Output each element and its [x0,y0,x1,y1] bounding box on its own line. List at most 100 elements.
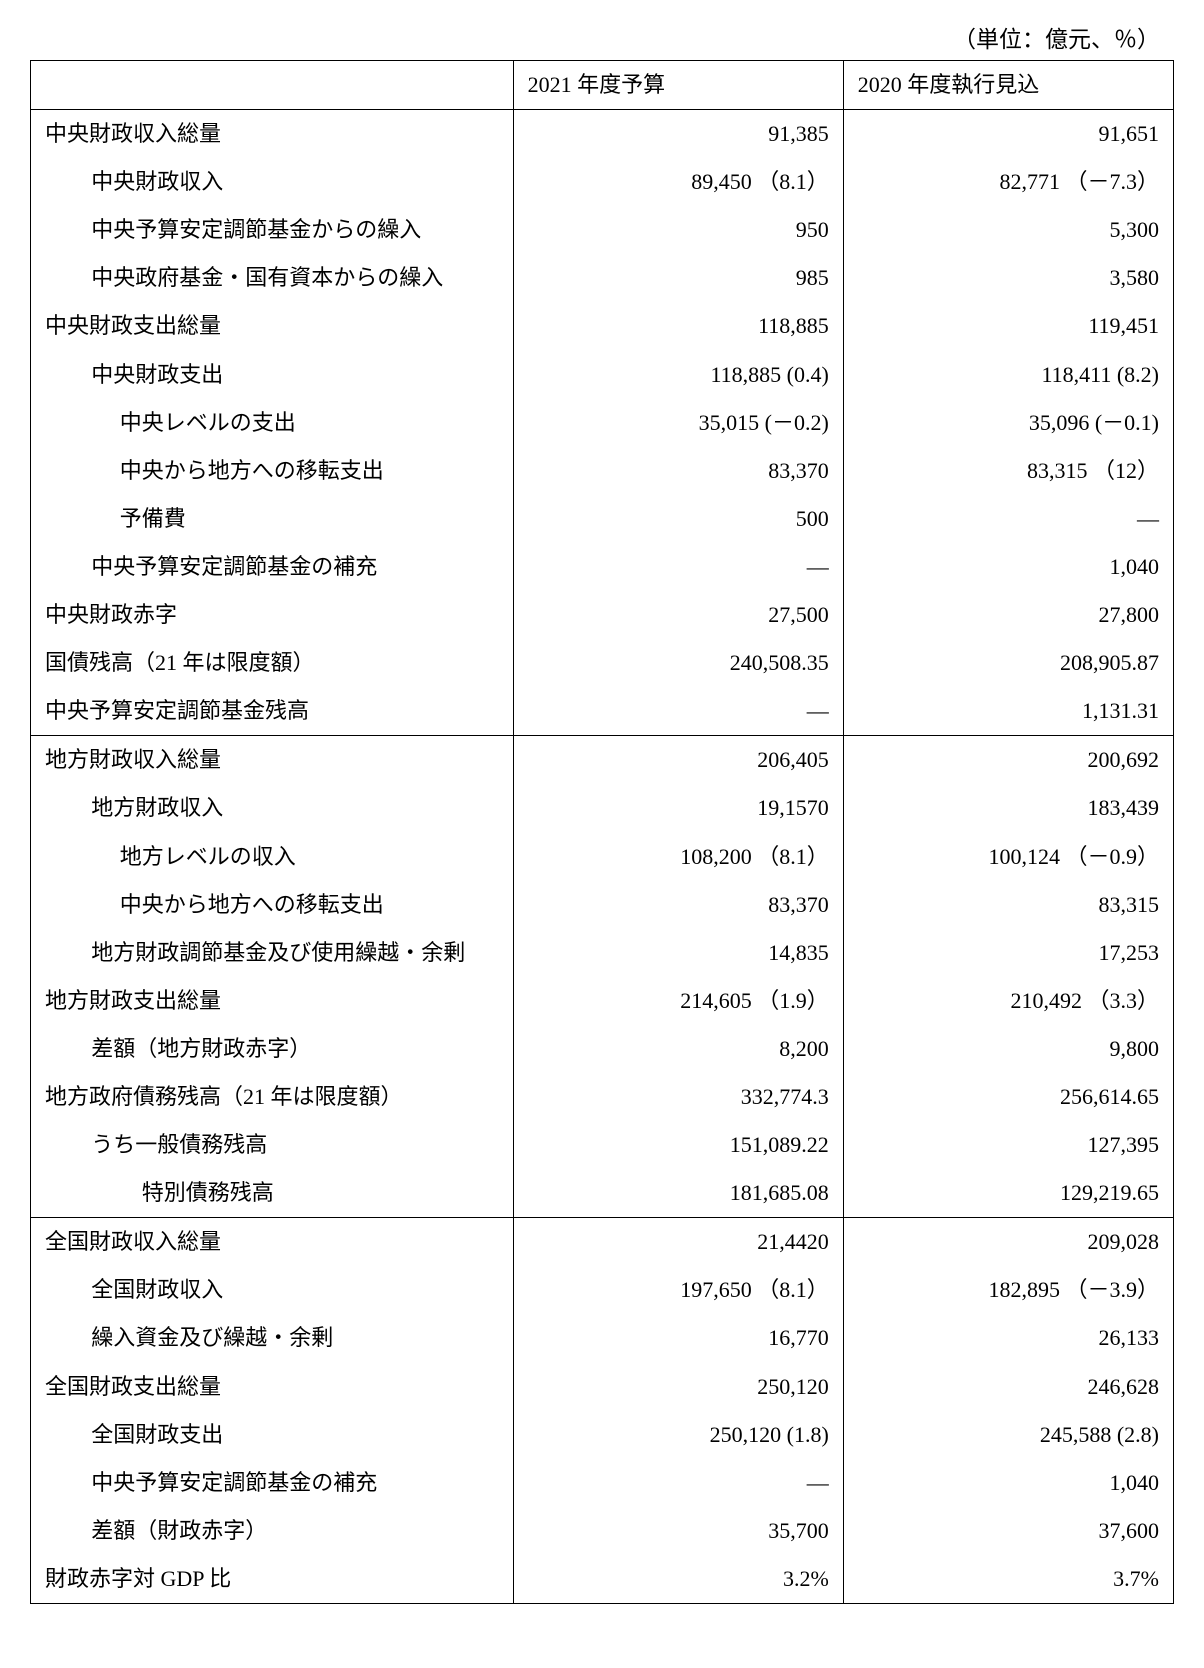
table-header-row: 2021 年度予算 2020 年度執行見込 [31,61,1174,110]
row-label: 地方財政収入総量 [31,736,514,785]
row-label-text: 中央予算安定調節基金残高 [45,694,309,728]
row-label: 国債残高（21 年は限度額） [31,639,514,687]
table-row: 中央予算安定調節基金の補充―1,040 [31,1459,1174,1507]
row-value-2021: 21,4420 [513,1218,843,1267]
row-label: 中央財政赤字 [31,591,514,639]
row-value-2020: 210,492 （3.3） [843,977,1173,1025]
row-value-2021: ― [513,687,843,736]
row-value-2020: 91,651 [843,110,1173,159]
row-value-2020: 26,133 [843,1314,1173,1362]
table-row: 地方財政支出総量214,605 （1.9）210,492 （3.3） [31,977,1174,1025]
row-value-2021: 118,885 [513,302,843,350]
row-label-text: 中央予算安定調節基金の補充 [45,550,377,584]
table-row: 中央レベルの支出35,015 (－0.2)35,096 (－0.1) [31,399,1174,447]
table-row: 中央財政支出総量 118,885119,451 [31,302,1174,350]
table-row: 地方財政収入19,1570183,439 [31,784,1174,832]
row-label-text: 地方政府債務残高（21 年は限度額） [45,1080,403,1114]
row-value-2020: ― [843,495,1173,543]
row-value-2020: 1,131.31 [843,687,1173,736]
row-label: 中央予算安定調節基金の補充 [31,1459,514,1507]
row-value-2021: 108,200 （8.1） [513,833,843,881]
row-label: 予備費 [31,495,514,543]
row-label: 中央から地方への移転支出 [31,881,514,929]
table-row: 中央政府基金・国有資本からの繰入 9853,580 [31,254,1174,302]
row-label-text: 差額（財政赤字） [45,1514,267,1548]
row-value-2020: 37,600 [843,1507,1173,1555]
row-value-2020: 200,692 [843,736,1173,785]
table-row: 中央財政支出118,885 (0.4)118,411 (8.2) [31,351,1174,399]
row-value-2021: 91,385 [513,110,843,159]
row-value-2020: 127,395 [843,1121,1173,1169]
row-label-text: 地方レベルの収入 [45,840,296,874]
table-row: 全国財政支出250,120 (1.8)245,588 (2.8) [31,1411,1174,1459]
row-value-2021: 19,1570 [513,784,843,832]
row-value-2020: 5,300 [843,206,1173,254]
row-value-2020: 27,800 [843,591,1173,639]
row-label-text: 地方財政収入総量 [45,743,221,777]
row-value-2021: 8,200 [513,1025,843,1073]
row-value-2020: 3,580 [843,254,1173,302]
row-value-2020: 256,614.65 [843,1073,1173,1121]
row-label: 中央財政支出 [31,351,514,399]
row-label-text: 中央から地方への移転支出 [45,454,384,488]
table-row: 中央から地方への移転支出83,37083,315 （12） [31,447,1174,495]
row-label-text: 全国財政支出 [45,1418,223,1452]
row-label: 全国財政収入 [31,1266,514,1314]
row-label-text: 中央政府基金・国有資本からの繰入 [45,261,443,295]
row-value-2021: 181,685.08 [513,1169,843,1218]
row-value-2021: 83,370 [513,447,843,495]
row-value-2021: 16,770 [513,1314,843,1362]
row-value-2021: 83,370 [513,881,843,929]
row-value-2021: 3.2% [513,1555,843,1604]
row-value-2021: 250,120 [513,1363,843,1411]
row-label-text: 地方財政調節基金及び使用繰越・余剰 [45,936,465,970]
row-label-text: 差額（地方財政赤字） [45,1032,311,1066]
row-label-text: 全国財政支出総量 [45,1370,221,1404]
row-label: 地方財政調節基金及び使用繰越・余剰 [31,929,514,977]
row-label-text: うち一般債務残高 [45,1128,267,1162]
row-label: 中央財政収入 [31,158,514,206]
table-row: 中央予算安定調節基金残高 ―1,131.31 [31,687,1174,736]
row-label-text: 中央予算安定調節基金の補充 [45,1466,377,1500]
table-row: 全国財政支出総量250,120246,628 [31,1363,1174,1411]
table-row: 地方政府債務残高（21 年は限度額）332,774.3256,614.65 [31,1073,1174,1121]
row-label-text: 全国財政収入 [45,1273,223,1307]
row-value-2021: 250,120 (1.8) [513,1411,843,1459]
row-value-2020: 100,124 （－0.9） [843,833,1173,881]
row-value-2021: 27,500 [513,591,843,639]
unit-label: （単位：億元、％） [30,20,1174,54]
table-row: 全国財政収入総量21,4420209,028 [31,1218,1174,1267]
row-label: 差額（財政赤字） [31,1507,514,1555]
row-value-2021: 151,089.22 [513,1121,843,1169]
table-row: 繰入資金及び繰越・余剰16,77026,133 [31,1314,1174,1362]
row-label-text: 中央レベルの支出 [45,406,296,440]
row-label: 中央予算安定調節基金残高 [31,687,514,736]
row-label-text: 中央財政収入 [45,165,223,199]
row-label-text: 中央財政支出 [45,358,223,392]
row-value-2021: 214,605 （1.9） [513,977,843,1025]
row-label-text: 中央予算安定調節基金からの繰入 [45,213,421,247]
row-value-2021: 985 [513,254,843,302]
row-value-2021: 206,405 [513,736,843,785]
row-value-2020: 1,040 [843,543,1173,591]
row-label: 特別債務残高 [31,1169,514,1218]
row-value-2020: 3.7% [843,1555,1173,1604]
row-value-2020: 209,028 [843,1218,1173,1267]
row-value-2020: 182,895 （－3.9） [843,1266,1173,1314]
table-row: 中央財政収入89,450 （8.1）82,771 （－7.3） [31,158,1174,206]
row-value-2020: 183,439 [843,784,1173,832]
table-row: 地方財政調節基金及び使用繰越・余剰14,83517,253 [31,929,1174,977]
row-label: 地方レベルの収入 [31,833,514,881]
row-value-2021: 35,015 (－0.2) [513,399,843,447]
row-label-text: 特別債務残高 [45,1176,274,1210]
row-value-2020: 119,451 [843,302,1173,350]
row-value-2020: 83,315 [843,881,1173,929]
table-row: 地方財政収入総量 206,405200,692 [31,736,1174,785]
row-label: 中央政府基金・国有資本からの繰入 [31,254,514,302]
row-label-text: 中央財政赤字 [45,598,177,632]
row-label: 中央レベルの支出 [31,399,514,447]
table-row: 中央財政赤字 27,50027,800 [31,591,1174,639]
row-value-2020: 82,771 （－7.3） [843,158,1173,206]
row-label-text: 中央財政支出総量 [45,309,221,343]
table-row: 中央から地方への移転支出83,37083,315 [31,881,1174,929]
